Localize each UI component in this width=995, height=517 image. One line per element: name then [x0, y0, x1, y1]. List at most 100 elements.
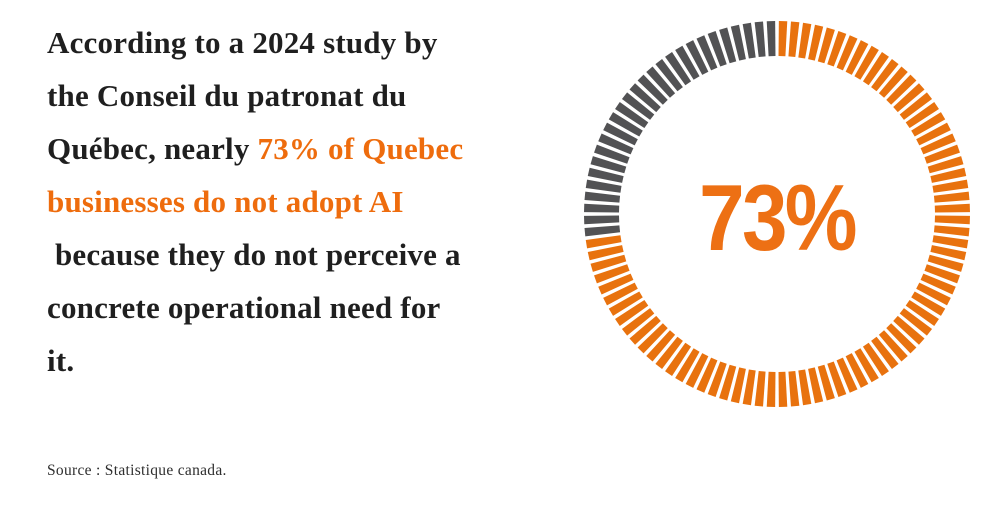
gauge-tick — [742, 369, 756, 406]
gauge-tick — [808, 367, 824, 404]
gauge-tick — [615, 299, 649, 326]
gauge-tick — [886, 323, 917, 354]
paragraph-line: because they do not perceive a — [47, 228, 592, 281]
gauge-tick — [707, 31, 727, 67]
gauge-tick — [707, 361, 727, 397]
gauge-tick — [871, 58, 899, 92]
gauge-tick — [655, 336, 683, 370]
paragraph-text: because they do not perceive a — [47, 237, 461, 272]
gauge-tick — [590, 254, 627, 272]
gauge-tick — [862, 52, 889, 86]
gauge-tick — [585, 179, 622, 193]
gauge-tick — [911, 112, 946, 137]
gauge-tick — [637, 74, 668, 105]
gauge-tick — [827, 31, 847, 67]
gauge-tick — [603, 122, 638, 146]
gauge-tick — [621, 308, 655, 336]
gauge-tick — [675, 348, 700, 383]
gauge-tick — [754, 21, 766, 58]
gauge-tick — [932, 235, 969, 249]
gauge-tick — [608, 112, 643, 137]
gauge-tick — [587, 167, 624, 183]
gauge-tick — [594, 144, 630, 164]
gauge-tick — [817, 364, 835, 401]
gauge-tick — [584, 203, 620, 213]
gauge-tick — [696, 35, 718, 71]
gauge-tick — [886, 74, 917, 105]
gauge-tick — [608, 291, 643, 316]
gauge-tick — [808, 24, 824, 61]
gauge-tick — [798, 22, 812, 59]
gauge-tick — [788, 370, 800, 407]
gauge-tick — [584, 215, 620, 225]
gauge-tick — [696, 357, 718, 393]
gauge-tick — [930, 245, 967, 261]
gauge-tick — [719, 364, 737, 401]
gauge-ring — [584, 21, 970, 407]
gauge-tick — [924, 144, 960, 164]
gauge-tick — [817, 27, 835, 64]
gauge-tick — [665, 52, 692, 86]
paragraph-text: the Conseil du patronat du — [47, 78, 407, 113]
gauge-tick — [665, 342, 692, 376]
gauge-tick — [646, 66, 676, 98]
gauge-tick — [584, 225, 621, 237]
headline-paragraph: According to a 2024 study by the Conseil… — [47, 16, 592, 387]
gauge-tick — [590, 156, 627, 174]
gauge-tick — [930, 167, 967, 183]
gauge-tick — [927, 156, 964, 174]
gauge-tick — [845, 40, 869, 75]
gauge-tick — [827, 361, 847, 397]
gauge-tick — [615, 102, 649, 129]
paragraph-line: Québec, nearly 73% of Quebec — [47, 122, 592, 175]
gauge-tick — [916, 122, 951, 146]
gauge-tick — [920, 133, 956, 155]
gauge-tick — [598, 133, 634, 155]
highlighted-stat-text: businesses do not adopt AI — [47, 184, 404, 219]
gauge-tick — [905, 299, 939, 326]
gauge-tick — [893, 315, 925, 345]
gauge-tick — [742, 22, 756, 59]
paragraph-line: it. — [47, 334, 592, 387]
gauge-tick — [719, 27, 737, 64]
gauge-tick — [585, 235, 622, 249]
gauge-tick — [854, 348, 879, 383]
gauge-tick — [924, 264, 960, 284]
gauge-tick — [854, 45, 879, 80]
gauge-tick — [646, 330, 676, 362]
gauge-tick — [933, 191, 970, 203]
gauge-tick — [587, 245, 624, 261]
gauge-center-value: 73% — [699, 165, 857, 270]
gauge-tick — [730, 367, 746, 404]
gauge-tick — [932, 179, 969, 193]
gauge-tick — [916, 282, 951, 306]
gauge-tick — [871, 336, 899, 370]
gauge-tick — [899, 308, 933, 336]
gauge-tick — [920, 273, 956, 295]
gauge-tick — [845, 353, 869, 388]
gauge-tick — [766, 371, 776, 407]
paragraph-text: Québec, nearly — [47, 131, 258, 166]
highlighted-stat-text: 73% of Quebec — [257, 131, 464, 166]
paragraph-text: According to a 2024 study by — [47, 25, 438, 60]
paragraph-text: it. — [47, 343, 75, 378]
gauge-tick — [836, 357, 858, 393]
gauge-tick — [862, 342, 889, 376]
source-attribution: Source : Statistique canada. — [47, 462, 227, 479]
gauge-tick — [598, 273, 634, 295]
donut-gauge-chart: 73% — [582, 19, 972, 409]
gauge-tick — [934, 215, 970, 225]
gauge-tick — [629, 315, 661, 345]
gauge-tick — [933, 225, 970, 237]
gauge-tick — [655, 58, 683, 92]
gauge-tick — [685, 353, 709, 388]
paragraph-line: businesses do not adopt AI — [47, 175, 592, 228]
gauge-tick — [788, 21, 800, 58]
paragraph-text: concrete operational need for — [47, 290, 441, 325]
paragraph-line: concrete operational need for — [47, 281, 592, 334]
gauge-tick — [629, 83, 661, 113]
gauge-tick — [675, 45, 700, 80]
gauge-tick — [878, 66, 908, 98]
gauge-tick — [905, 102, 939, 129]
